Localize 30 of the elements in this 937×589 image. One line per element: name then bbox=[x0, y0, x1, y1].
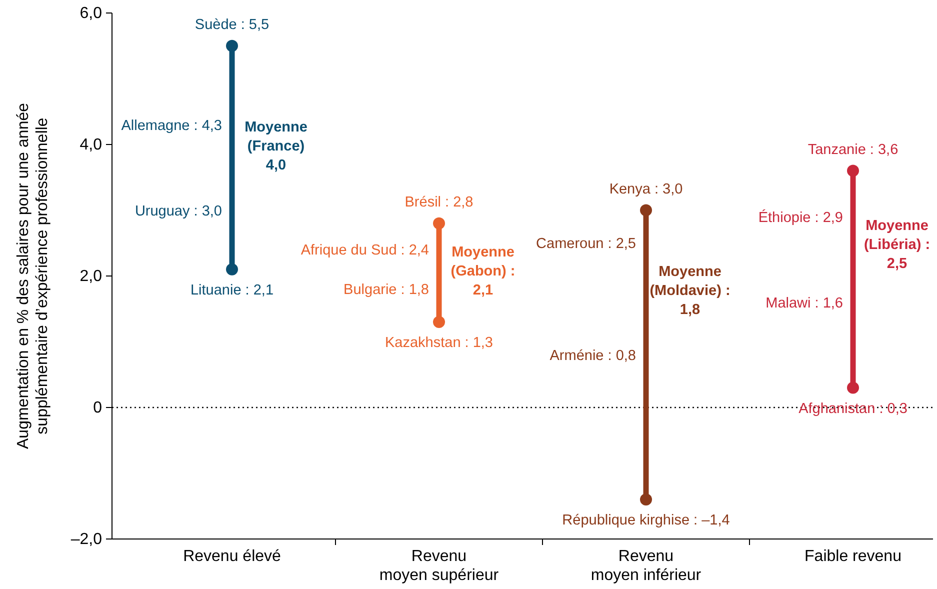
annotation: Brésil : 2,8 bbox=[404, 194, 474, 210]
annotation: Uruguay : 3,0 bbox=[134, 203, 222, 220]
annotation: Éthiopie : 2,9 bbox=[758, 208, 843, 226]
annotation: Moyenne (Libéria) : 2,5 bbox=[864, 218, 930, 272]
y-tick-label: 6,0 bbox=[80, 5, 102, 22]
x-tick-label: Revenu élevé bbox=[183, 548, 282, 565]
y-tick-label: 2,0 bbox=[80, 268, 102, 285]
annotation: Kenya : 3,0 bbox=[609, 181, 683, 198]
y-tick-label: 0 bbox=[93, 400, 102, 416]
annotation: Moyenne (Moldavie) : 1,8 bbox=[650, 264, 730, 318]
annotation: Bulgarie : 1,8 bbox=[344, 282, 429, 298]
annotation: République kirghise : –1,4 bbox=[562, 512, 730, 529]
annotation: Moyenne (France) 4,0 bbox=[244, 120, 308, 174]
x-tick-label: Revenu moyen inférieur bbox=[590, 548, 702, 584]
x-tick-label: Revenu moyen supérieur bbox=[379, 548, 500, 584]
annotation: Afrique du Sud : 2,4 bbox=[300, 242, 429, 259]
annotation: Kazakhstan : 1,3 bbox=[384, 335, 494, 352]
y-tick-label: 4,0 bbox=[80, 136, 102, 154]
annotation: Tanzanie : 3,6 bbox=[808, 142, 898, 158]
annotation: Cameroun : 2,5 bbox=[536, 236, 636, 252]
annotation: Allemagne : 4,3 bbox=[121, 118, 222, 134]
annotation: Suède : 5,5 bbox=[194, 16, 270, 33]
x-tick-label: Faible revenu bbox=[804, 548, 902, 565]
annotation: Malawi : 1,6 bbox=[766, 295, 843, 312]
annotation: Moyenne (Gabon) : 2,1 bbox=[450, 244, 516, 298]
y-axis-title: Augmentation en % des salaires pour une année supplémentaire d’expérience professionnelle bbox=[15, 102, 51, 450]
y-tick-label: –2,0 bbox=[70, 531, 102, 548]
annotation: Lituanie : 2,1 bbox=[190, 282, 274, 298]
annotation: Afghanistan : 0,3 bbox=[798, 400, 908, 417]
annotation: Arménie : 0,8 bbox=[550, 348, 636, 364]
